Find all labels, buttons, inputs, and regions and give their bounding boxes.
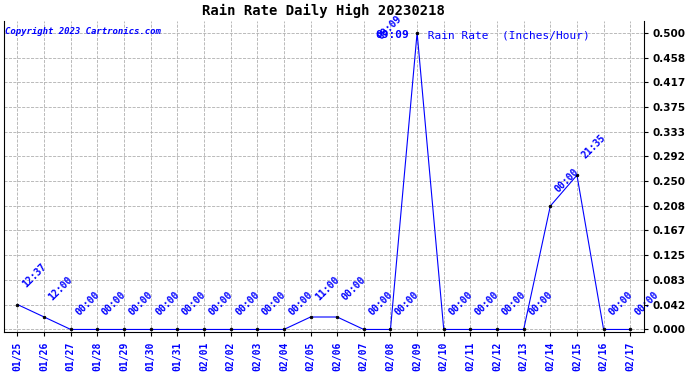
Text: 12:37: 12:37 (20, 262, 48, 290)
Text: Rain Rate  (Inches/Hour): Rain Rate (Inches/Hour) (421, 30, 590, 40)
Text: 00:00: 00:00 (553, 166, 581, 194)
Text: 00:00: 00:00 (100, 290, 128, 318)
Text: 09:09: 09:09 (376, 14, 404, 42)
Text: 00:00: 00:00 (73, 290, 101, 318)
Text: 21:35: 21:35 (580, 132, 607, 160)
Text: Copyright 2023 Cartronics.com: Copyright 2023 Cartronics.com (6, 27, 161, 36)
Text: 00:00: 00:00 (206, 290, 235, 318)
Text: 00:00: 00:00 (260, 290, 288, 318)
Text: 11:00: 11:00 (313, 274, 341, 302)
Text: 00:00: 00:00 (526, 290, 554, 318)
Text: 00:00: 00:00 (153, 290, 181, 318)
Text: 00:00: 00:00 (180, 290, 208, 318)
Text: 00:00: 00:00 (607, 290, 634, 318)
Text: 09:09: 09:09 (375, 30, 408, 40)
Text: 00:00: 00:00 (633, 290, 661, 318)
Text: 00:00: 00:00 (446, 290, 474, 318)
Text: 00:00: 00:00 (286, 290, 315, 318)
Text: 00:00: 00:00 (233, 290, 261, 318)
Text: 00:00: 00:00 (393, 290, 421, 318)
Text: 12:00: 12:00 (47, 274, 75, 302)
Title: Rain Rate Daily High 20230218: Rain Rate Daily High 20230218 (202, 4, 445, 18)
Text: 00:00: 00:00 (366, 290, 394, 318)
Text: 00:00: 00:00 (500, 290, 528, 318)
Text: 00:00: 00:00 (127, 290, 155, 318)
Text: 00:00: 00:00 (340, 274, 368, 302)
Text: 00:00: 00:00 (473, 290, 501, 318)
